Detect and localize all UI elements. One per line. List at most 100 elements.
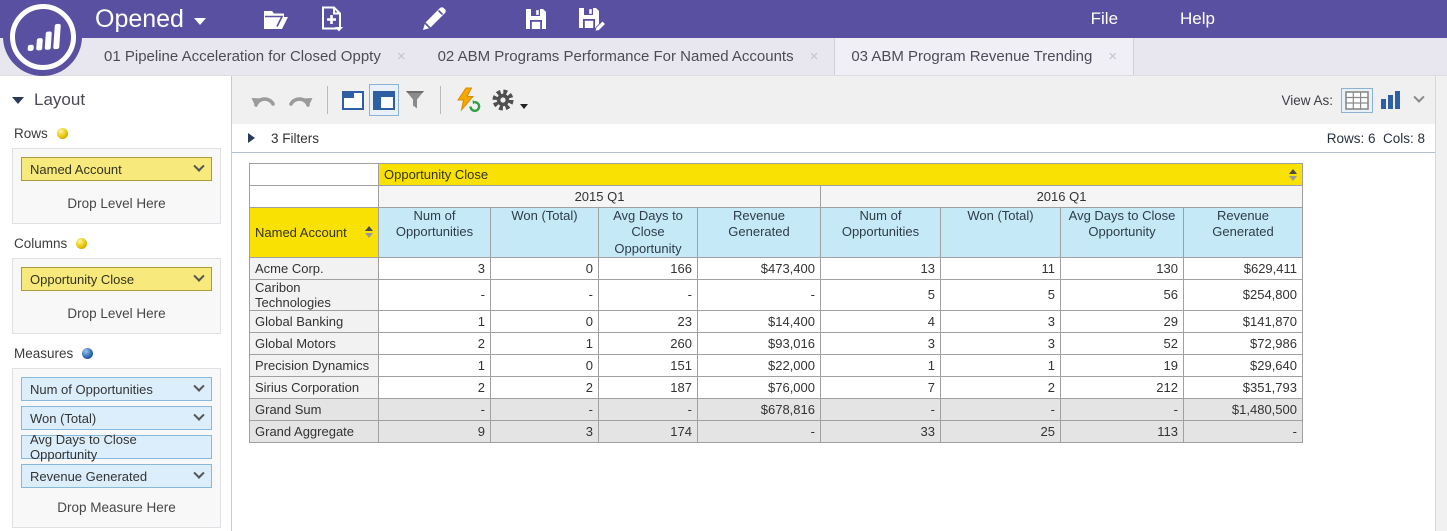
column-dimension-header[interactable]: Opportunity Close <box>378 163 1303 186</box>
tab-3[interactable]: 03 ABM Program Revenue Trending × <box>834 38 1135 75</box>
value-cell: $29,640 <box>1183 353 1303 377</box>
column-group-1[interactable]: 2015 Q1 <box>378 185 821 208</box>
measure-header-2[interactable]: Won (Total) <box>940 207 1061 258</box>
value-cell: 166 <box>598 256 698 280</box>
table-row: Grand Sum - - - $678,816- - - $1,480,500 <box>249 397 1303 421</box>
save-as-button[interactable] <box>577 4 607 34</box>
tab-close-icon[interactable]: × <box>809 48 819 65</box>
value-cell: 1 <box>378 309 491 333</box>
tab-label: 02 ABM Programs Performance For Named Ac… <box>437 48 794 65</box>
filters-count-label[interactable]: 3 Filters <box>271 130 320 146</box>
column-dimension-inner: Opportunity Close <box>384 167 1297 182</box>
sort-arrows-icon[interactable] <box>365 226 373 239</box>
rows-panel: Named Account Drop Level Here <box>12 148 221 224</box>
undo-button[interactable] <box>246 84 282 116</box>
columns-dimension-badge-icon <box>76 238 88 249</box>
row-name-cell[interactable]: Caribon Technologies <box>249 278 379 311</box>
marketo-logo-bars <box>7 1 78 72</box>
row-name-cell[interactable]: Precision Dynamics <box>249 353 379 377</box>
marketo-logo-icon <box>3 0 82 76</box>
layout-side-view-button[interactable] <box>369 84 399 116</box>
value-cell: 29 <box>1060 309 1184 333</box>
tab-1[interactable]: 01 Pipeline Acceleration for Closed Oppt… <box>88 38 422 75</box>
value-cell: 3 <box>820 331 941 355</box>
row-dimension-header[interactable]: Named Account <box>249 207 379 258</box>
value-cell: - <box>598 397 698 421</box>
value-cell: $22,000 <box>697 353 821 377</box>
pivot-table: Opportunity Close 2015 Q1 2016 Q1 Named Acc… <box>249 163 1303 443</box>
pivot-corner-empty <box>249 163 379 186</box>
tab-2[interactable]: 02 ABM Programs Performance For Named Ac… <box>422 38 835 75</box>
top-menu-bar: Opened <box>0 0 1447 76</box>
opened-menu[interactable]: Opened <box>95 5 206 34</box>
vertical-scrollbar[interactable] <box>1435 76 1447 531</box>
measures-label: Measures <box>14 346 74 361</box>
value-cell: 7 <box>820 375 941 399</box>
value-cell: 4 <box>820 309 941 333</box>
column-group-2[interactable]: 2016 Q1 <box>820 185 1303 208</box>
measure-header-1[interactable]: Num of Opportunities <box>820 207 941 258</box>
value-cell: 52 <box>1060 331 1184 355</box>
measure-select-3[interactable]: Avg Days to Close Opportunity <box>21 432 212 462</box>
table-row: Sirius Corporation 2 2 187 $76,000 7 2 212 $351,… <box>249 375 1303 399</box>
measure-header-3[interactable]: Avg Days to Close Opportunity <box>598 207 698 258</box>
measure-header-2[interactable]: Won (Total) <box>490 207 599 258</box>
redo-icon <box>289 97 313 107</box>
row-name-cell[interactable]: Grand Aggregate <box>249 419 379 443</box>
rows-drop-zone[interactable]: Drop Level Here <box>67 196 166 211</box>
table-grid-icon <box>1345 90 1369 110</box>
value-cell: 2 <box>940 375 1061 399</box>
measure-select-1[interactable]: Num of Opportunities <box>21 377 212 401</box>
row-name-cell[interactable]: Global Motors <box>249 331 379 355</box>
measure-select-4[interactable]: Revenue Generated <box>21 464 212 488</box>
layout-top-view-button[interactable] <box>337 84 369 116</box>
toolbar-separator <box>327 86 328 114</box>
filters-expand-icon[interactable] <box>248 133 255 143</box>
columns-label: Columns <box>14 236 68 251</box>
undo-icon <box>251 97 275 107</box>
settings-button[interactable] <box>486 84 533 116</box>
measure-header-4[interactable]: Revenue Generated <box>1183 207 1303 258</box>
value-cell: $1,480,500 <box>1183 397 1303 421</box>
value-cell: 187 <box>598 375 698 399</box>
rows-field-select[interactable]: Named Account <box>21 157 212 181</box>
layout-sidebar: Layout Rows Named Account Drop Level Her… <box>0 76 232 531</box>
refresh-data-button[interactable] <box>450 84 486 116</box>
edit-button[interactable] <box>419 4 449 34</box>
redo-button[interactable] <box>282 84 318 116</box>
measure-label: Num of Opportunities <box>30 381 153 397</box>
layout-side-icon <box>373 90 395 110</box>
bar-chart-icon <box>1381 91 1400 109</box>
measure-header-1[interactable]: Num of Opportunities <box>378 207 491 258</box>
view-as-chevron-icon[interactable] <box>1413 91 1425 103</box>
view-as-chart-button[interactable] <box>1381 91 1401 109</box>
save-button[interactable] <box>521 4 551 34</box>
filter-button[interactable] <box>399 84 431 116</box>
open-report-button[interactable] <box>261 4 291 34</box>
tab-close-icon[interactable]: × <box>1108 48 1118 65</box>
measures-drop-zone[interactable]: Drop Measure Here <box>57 500 176 515</box>
measure-select-2[interactable]: Won (Total) <box>21 406 212 430</box>
measure-header-4[interactable]: Revenue Generated <box>697 207 821 258</box>
value-cell: 0 <box>490 256 599 280</box>
sort-arrows-icon[interactable] <box>1289 168 1297 181</box>
row-name-cell[interactable]: Acme Corp. <box>249 256 379 280</box>
tab-close-icon[interactable]: × <box>396 48 406 65</box>
new-report-button[interactable] <box>317 4 347 34</box>
file-menu[interactable]: File <box>1090 9 1119 28</box>
value-cell: 9 <box>378 419 491 443</box>
measure-header-3[interactable]: Avg Days to Close Opportunity <box>1060 207 1184 258</box>
pivot-corner-empty <box>249 185 379 208</box>
row-name-cell[interactable]: Global Banking <box>249 309 379 333</box>
value-cell: $254,800 <box>1183 278 1303 311</box>
view-as-table-button[interactable] <box>1341 87 1373 113</box>
help-menu[interactable]: Help <box>1180 9 1215 28</box>
columns-drop-zone[interactable]: Drop Level Here <box>67 306 166 321</box>
layout-section-header[interactable]: Layout <box>12 90 221 110</box>
columns-field-select[interactable]: Opportunity Close <box>21 267 212 291</box>
value-cell: $72,986 <box>1183 331 1303 355</box>
row-name-cell[interactable]: Grand Sum <box>249 397 379 421</box>
report-content: View As: <box>232 76 1435 531</box>
filters-bar: 3 Filters Rows: 6 Cols: 8 <box>232 124 1435 153</box>
row-name-cell[interactable]: Sirius Corporation <box>249 375 379 399</box>
